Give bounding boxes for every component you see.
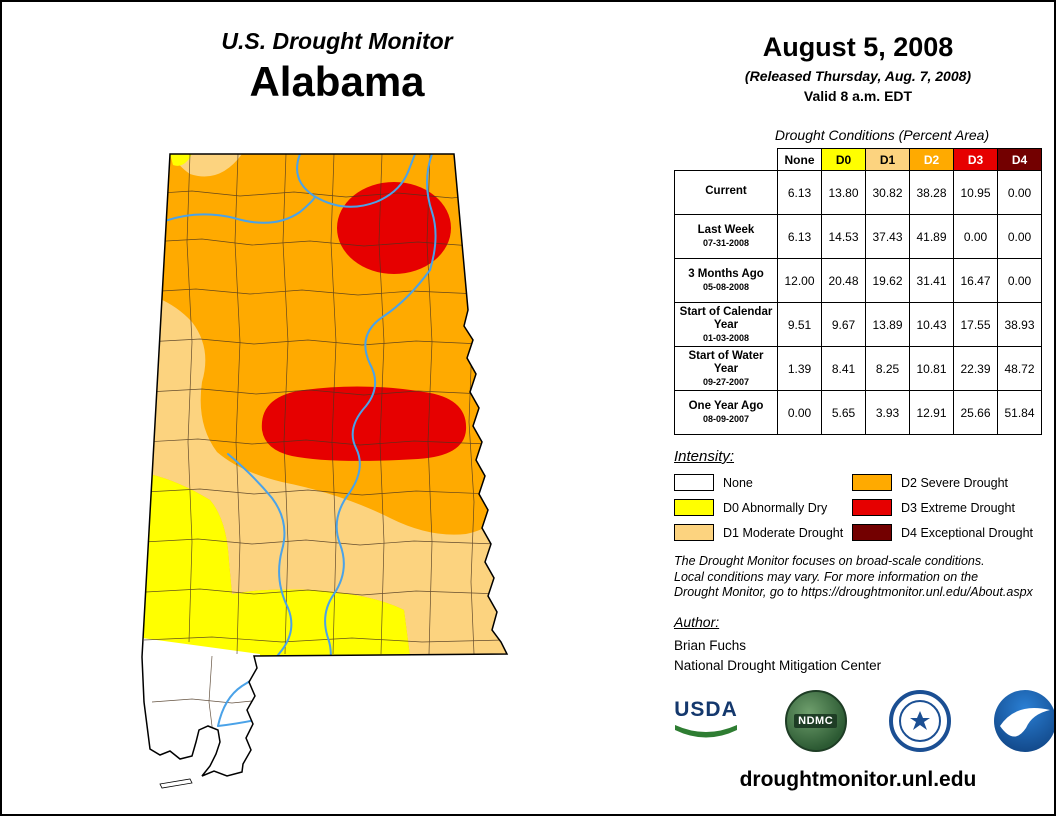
none-swatch-icon (674, 474, 714, 491)
legend-title: Intensity: (674, 448, 735, 465)
commerce-seal-icon (889, 690, 952, 752)
table-title: Drought Conditions (Percent Area) (774, 127, 990, 143)
table-row: Last Week 07-31-2008 6.13 14.53 37.43 41… (674, 214, 1042, 259)
col-none: None (777, 148, 822, 171)
d0-swatch-icon (674, 499, 714, 516)
author-heading: Author: (674, 614, 720, 630)
barrier-island (159, 778, 193, 789)
table-corner-cell (674, 148, 778, 171)
valid-time: Valid 8 a.m. EDT (803, 88, 913, 104)
d2-swatch-icon (852, 474, 892, 491)
intensity-legend: None D0 Abnormally Dry D1 Moderate Droug… (674, 470, 1052, 545)
col-d3: D3 (953, 148, 998, 171)
row-label: Start of Calendar Year 01-03-2008 (674, 302, 778, 347)
map-region-d0-northwest-wedge (170, 154, 192, 166)
ndmc-logo-icon: NDMC (784, 690, 847, 752)
drought-conditions-table: None D0 D1 D2 D3 D4 Current 6.13 13.80 3… (674, 148, 1042, 435)
alabama-drought-map (132, 142, 552, 792)
legend-item-d1: D1 Moderate Drought (674, 520, 852, 545)
alabama-map-svg (141, 153, 509, 789)
commerce-eagle-icon (910, 711, 931, 730)
table-row: One Year Ago 08-09-2007 0.00 5.65 3.93 1… (674, 390, 1042, 435)
table-row: 3 Months Ago 05-08-2008 12.00 20.48 19.6… (674, 258, 1042, 303)
usda-swoosh-icon (675, 724, 737, 737)
usda-logo-icon: USDA (670, 698, 742, 745)
col-d1: D1 (865, 148, 910, 171)
page-title: U.S. Drought Monitor (221, 28, 453, 54)
released-date: (Released Thursday, Aug. 7, 2008) (744, 68, 972, 84)
col-d4: D4 (997, 148, 1042, 171)
map-region-d3-north-blob (337, 182, 451, 274)
row-label: Start of Water Year 09-27-2007 (674, 346, 778, 391)
footer-url-link[interactable]: droughtmonitor.unl.edu (739, 768, 977, 791)
legend-item-d3: D3 Extreme Drought (852, 495, 1052, 520)
author-name: Brian Fuchs (674, 638, 747, 653)
col-d0: D0 (821, 148, 866, 171)
row-label: One Year Ago 08-09-2007 (674, 390, 778, 435)
table-header-row: None D0 D1 D2 D3 D4 (674, 148, 1042, 171)
legend-item-d0: D0 Abnormally Dry (674, 495, 852, 520)
d1-swatch-icon (674, 524, 714, 541)
noaa-logo-icon (993, 690, 1054, 752)
map-region-none (142, 636, 264, 776)
region-title: Alabama (249, 58, 425, 105)
legend-column-right: D2 Severe Drought D3 Extreme Drought D4 … (852, 470, 1052, 545)
row-label: Current (674, 170, 778, 215)
map-region-d0-abnormally-dry (142, 472, 410, 656)
legend-item-none: None (674, 470, 852, 495)
row-label: Last Week 07-31-2008 (674, 214, 778, 259)
author-organization: National Drought Mitigation Center (674, 658, 882, 673)
row-label: 3 Months Ago 05-08-2008 (674, 258, 778, 303)
legend-item-d4: D4 Exceptional Drought (852, 520, 1052, 545)
table-row: Start of Water Year 09-27-2007 1.39 8.41… (674, 346, 1042, 391)
d4-swatch-icon (852, 524, 892, 541)
table-row: Start of Calendar Year 01-03-2008 9.51 9… (674, 302, 1042, 347)
map-date: August 5, 2008 (762, 32, 954, 62)
table-row: Current 6.13 13.80 30.82 38.28 10.95 0.0… (674, 170, 1042, 215)
disclaimer-text: The Drought Monitor focuses on broad-sca… (674, 554, 1033, 600)
d3-swatch-icon (852, 499, 892, 516)
col-d2: D2 (909, 148, 954, 171)
state-outline (141, 153, 509, 777)
legend-item-d2: D2 Severe Drought (852, 470, 1052, 495)
map-region-d3-central-blob (261, 386, 467, 461)
logo-row: USDA NDMC (670, 690, 1054, 752)
legend-column-left: None D0 Abnormally Dry D1 Moderate Droug… (674, 470, 852, 545)
noaa-seagull-icon (999, 708, 1050, 737)
map-region-d1-moderate (142, 292, 507, 656)
